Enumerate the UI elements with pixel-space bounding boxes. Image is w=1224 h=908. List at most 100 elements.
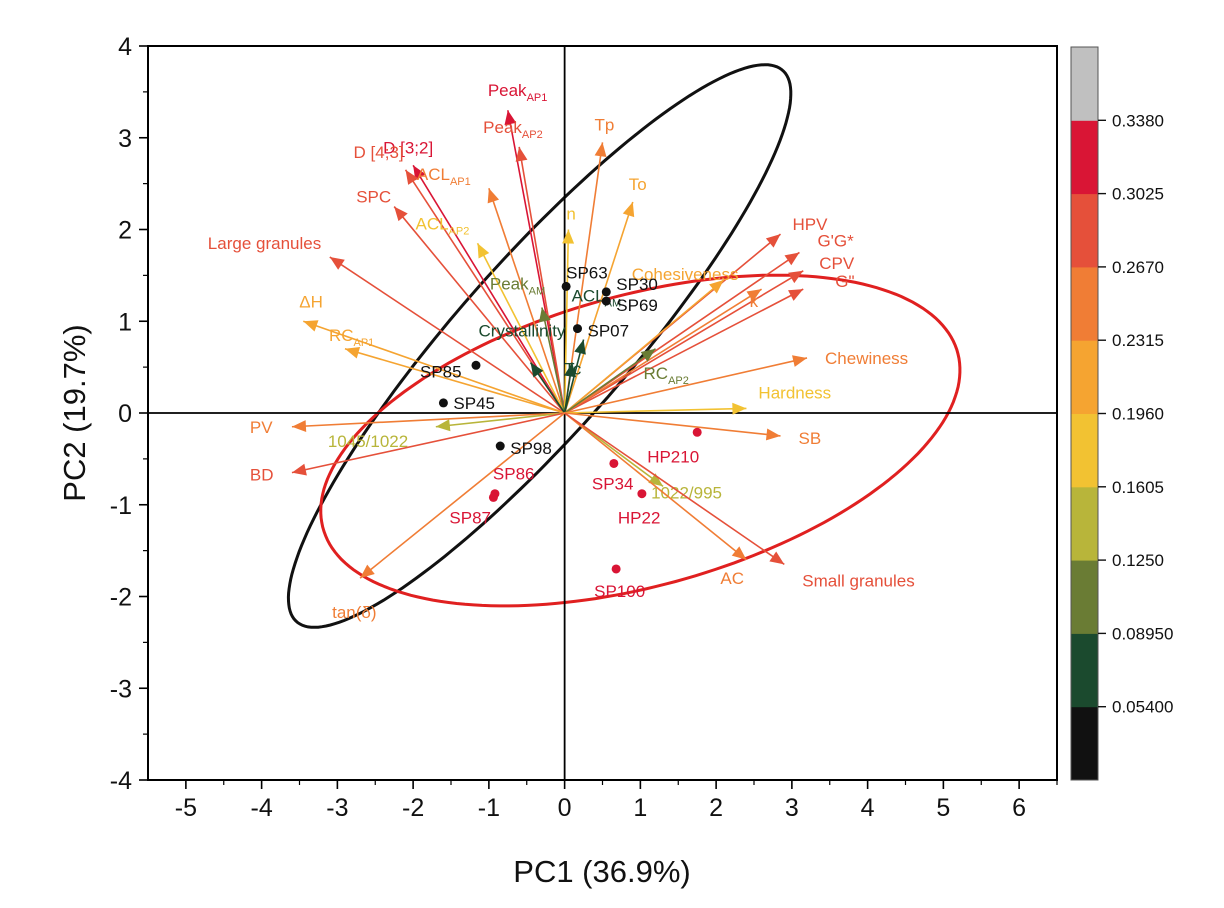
score-label: SP100 (594, 582, 645, 601)
vector-label-text: PV (250, 418, 273, 437)
vector-label: HPV (793, 215, 829, 234)
score-marker (561, 281, 571, 291)
vector-arrowhead (405, 169, 419, 185)
vector-label: PeakAP1 (488, 81, 548, 104)
vector-label: Hardness (758, 383, 831, 402)
vector-label: ACLAP1 (417, 165, 471, 188)
score-point: SP69 (601, 296, 658, 315)
vector-label: Crystallinity (479, 322, 566, 341)
vector-line (344, 348, 565, 414)
loading-vector: 1045/1022 (328, 412, 565, 451)
confidence-ellipse-1 (286, 63, 793, 629)
colorbar-label: 0.2670 (1112, 258, 1164, 277)
loading-vector: PeakAM (490, 274, 566, 414)
colorbar-segment (1071, 340, 1098, 414)
vector-label: G" (835, 272, 854, 291)
loading-vector: G" (564, 272, 855, 414)
y-tick-label: 1 (118, 308, 132, 336)
vector-label-text: tan(δ) (332, 603, 376, 622)
vector-label-text: ACL (417, 165, 450, 184)
x-tick-label: -3 (326, 794, 348, 822)
loading-vector: k (564, 288, 763, 414)
vector-line (564, 279, 725, 414)
loading-vector: RCAP2 (564, 348, 689, 414)
vector-label-text: To (629, 175, 647, 194)
vector-label: n (566, 205, 575, 224)
vector-label: Chewiness (825, 349, 908, 368)
vector-label-text: 1045/1022 (328, 432, 408, 451)
vector-arrowhead (784, 252, 800, 266)
vector-label: SB (799, 429, 822, 448)
score-label: HP22 (618, 509, 661, 528)
score-marker (573, 324, 583, 334)
vector-label-text: Cohesiveness (632, 265, 739, 284)
vector-line (564, 288, 763, 414)
vector-label-text: G'G* (817, 231, 854, 250)
vector-label: Tp (595, 115, 615, 134)
vector-arrowhead (487, 188, 500, 204)
score-marker (637, 489, 647, 499)
vector-label: Cohesiveness (632, 265, 739, 284)
loading-vector: AC (564, 412, 747, 588)
vector-line (563, 229, 570, 414)
vector-label-text: HPV (793, 215, 829, 234)
score-point: HP22 (618, 489, 661, 528)
loading-vector: ACLAP2 (416, 214, 566, 414)
y-tick-label: -2 (110, 584, 132, 612)
colorbar-segment (1071, 193, 1098, 268)
vector-arrowhead (792, 355, 808, 367)
loading-vector: Cohesiveness (564, 265, 739, 414)
colorbar-label: 0.2315 (1112, 331, 1164, 350)
vector-arrowhead (538, 307, 551, 323)
vector-label: k (750, 292, 759, 311)
vector-label-text: Small granules (802, 571, 914, 590)
loading-vector: PeakAP2 (483, 118, 566, 414)
vector-label: AC (720, 569, 744, 588)
x-tick-label: 2 (709, 794, 723, 822)
vector-arrowhead (291, 420, 307, 433)
vector-label-text: D [4;3] (354, 143, 404, 162)
vector-label-text: n (566, 205, 575, 224)
score-marker (692, 427, 702, 437)
vector-line (393, 206, 566, 414)
vector-line (476, 242, 566, 414)
vector-label: RCAP2 (644, 364, 689, 387)
score-label: SP45 (453, 394, 495, 413)
vector-arrowhead (765, 428, 781, 441)
vector-line (564, 412, 747, 561)
loading-vector: SB (564, 412, 822, 448)
score-point: HP210 (647, 427, 702, 466)
loading-vector: RCAP1 (329, 326, 565, 414)
score-label: HP210 (647, 447, 699, 466)
vector-arrowhead (515, 146, 528, 162)
vector-label: RCAP1 (329, 326, 374, 349)
loading-vector: Chewiness (564, 349, 908, 414)
vector-label: 1045/1022 (328, 432, 408, 451)
vector-label-text: 1022/995 (651, 483, 722, 502)
loading-vector: To (563, 175, 647, 414)
vector-arrowhead (564, 362, 577, 378)
x-tick-label: 3 (785, 794, 799, 822)
vector-label-text: RC (644, 364, 669, 383)
vector-arrowhead (765, 234, 781, 248)
vector-arrowhead (622, 201, 635, 218)
vector-arrowhead (291, 463, 307, 476)
vector-arrowhead (435, 419, 451, 432)
vector-label-text: CPV (819, 254, 855, 273)
vector-line (291, 412, 565, 428)
score-label: SP87 (449, 508, 491, 527)
loading-vector: Hardness (564, 383, 831, 415)
x-tick-label: 6 (1012, 794, 1026, 822)
colorbar-segment (1071, 486, 1098, 561)
vector-label: Tc (564, 360, 582, 379)
colorbar-label: 0.3025 (1112, 185, 1164, 204)
loading-vector: Tc (563, 360, 582, 414)
vector-line (291, 412, 565, 474)
vector-label-text: SPC (356, 188, 391, 207)
vector-line (359, 412, 566, 579)
score-point: SP63 (561, 263, 608, 291)
colorbar-segment (1071, 120, 1098, 195)
x-tick-label: -4 (251, 794, 273, 822)
